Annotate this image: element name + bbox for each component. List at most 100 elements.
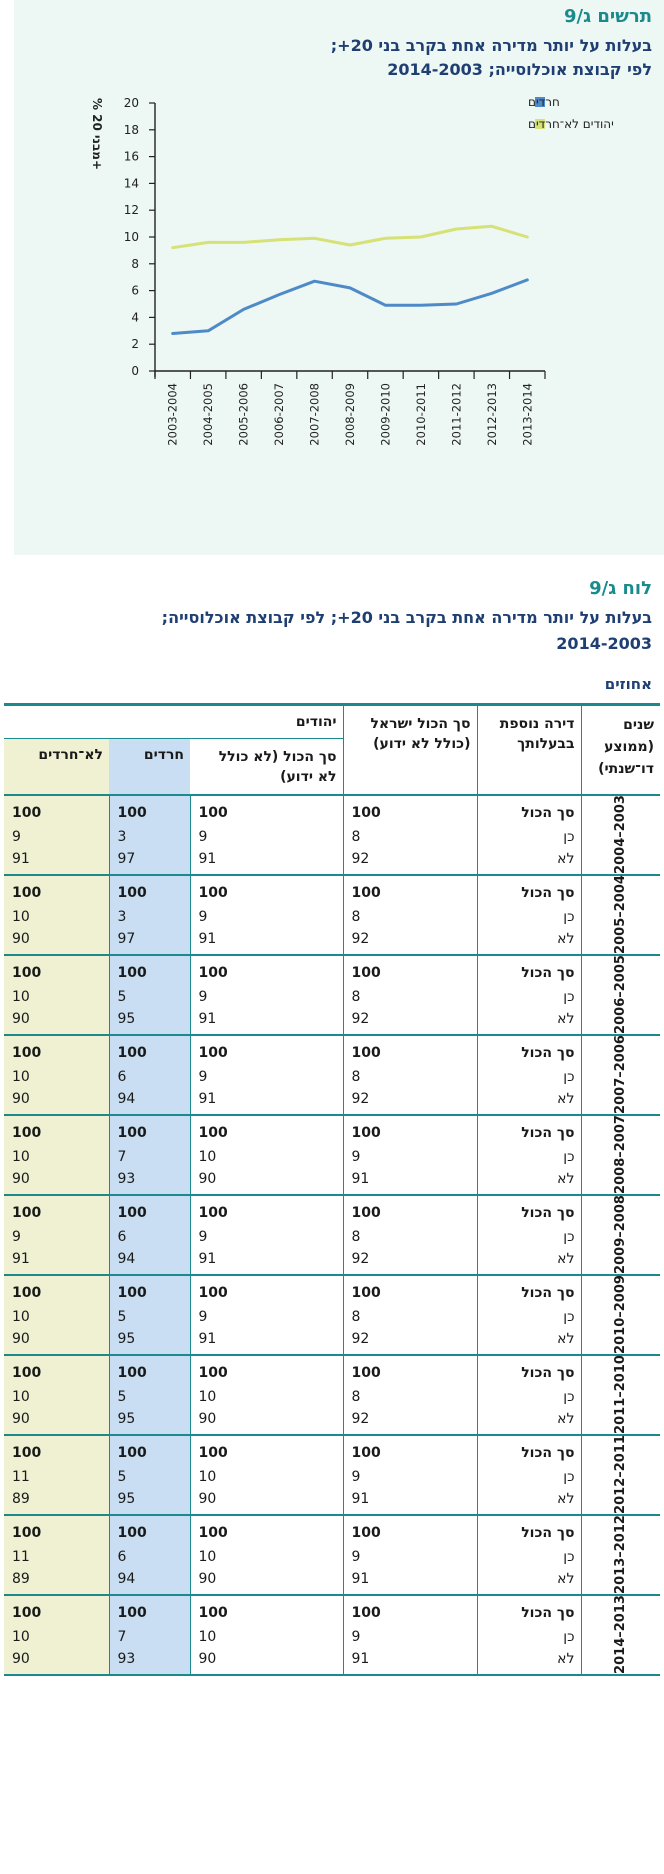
jews-total-value: 91 (189, 1249, 343, 1276)
non-haredim-value: 90 (4, 929, 109, 956)
jews-total-value: 91 (189, 849, 343, 876)
legend-label-0: חרדים (528, 95, 560, 109)
x-tick-label: 2003-2004 (166, 383, 180, 446)
table-row: לא 92 91 97 91 (4, 849, 660, 876)
table-row: לא 92 91 95 90 (4, 1329, 660, 1356)
non-haredim-value: 100 (4, 1273, 109, 1305)
table-row: 2009–2010 סך הכול 100 100 100 100 (4, 1273, 660, 1356)
haredim-value: 5 (108, 984, 190, 1010)
israel-value: 100 (342, 1353, 477, 1385)
jews-total-value: 100 (189, 1273, 343, 1305)
legend-swatch-0 (535, 97, 545, 107)
israel-value: 9 (342, 1624, 477, 1650)
non-haredim-value: 90 (4, 1329, 109, 1356)
table-row: כן 9 10 6 11 (4, 1544, 660, 1570)
haredim-value: 5 (108, 1304, 190, 1330)
haredim-value: 100 (108, 793, 190, 825)
row-label: סך הכול (476, 1193, 581, 1225)
row-label: לא (476, 1649, 581, 1676)
non-haredim-value: 11 (4, 1464, 109, 1490)
header-jews-total: סך הכול (לא כולל לא ידוע) (218, 749, 337, 785)
year-range-label: 2005–2006 (613, 955, 629, 1034)
haredim-value: 97 (108, 929, 190, 956)
jews-total-value: 100 (189, 793, 343, 825)
year-range-cell: 2004–2005 (580, 873, 660, 956)
row-label: כן (476, 1464, 581, 1490)
jews-total-value: 100 (189, 1033, 343, 1065)
israel-value: 91 (342, 1649, 477, 1676)
x-tick-label: 2007-2008 (308, 383, 322, 446)
non-haredim-value: 10 (4, 1144, 109, 1170)
jews-total-value: 9 (189, 1224, 343, 1250)
israel-value: 100 (342, 1513, 477, 1545)
jews-total-value: 90 (189, 1489, 343, 1516)
haredim-value: 93 (108, 1169, 190, 1196)
jews-total-value: 91 (189, 1089, 343, 1116)
year-range-label: 2006–2007 (613, 1035, 629, 1114)
x-tick-label: 2013-2014 (520, 383, 534, 446)
jews-total-value: 100 (189, 1193, 343, 1225)
haredim-value: 95 (108, 1409, 190, 1436)
figure-title-line1: בעלות על יותר מדירה אחת בקרב בני 20+; (330, 36, 652, 55)
non-haredim-value: 100 (4, 1593, 109, 1625)
row-label: לא (476, 1329, 581, 1356)
table-row: לא 92 91 94 90 (4, 1089, 660, 1116)
row-label: לא (476, 1569, 581, 1596)
non-haredim-value: 9 (4, 1224, 109, 1250)
row-label: לא (476, 1409, 581, 1436)
year-range-label: 2013–2014 (613, 1595, 629, 1674)
non-haredim-value: 100 (4, 1353, 109, 1385)
non-haredim-value: 90 (4, 1009, 109, 1036)
table-row: 2012–2013 סך הכול 100 100 100 100 (4, 1513, 660, 1596)
table-row: כן 8 9 6 9 (4, 1224, 660, 1250)
y-tick-label: 12 (124, 203, 139, 217)
jews-total-value: 100 (189, 953, 343, 985)
non-haredim-value: 100 (4, 1433, 109, 1465)
jews-total-value: 10 (189, 1384, 343, 1410)
haredim-value: 6 (108, 1544, 190, 1570)
haredim-value: 100 (108, 1113, 190, 1145)
row-label: כן (476, 1544, 581, 1570)
x-tick-label: 2010-2011 (414, 383, 428, 446)
haredim-value: 6 (108, 1064, 190, 1090)
year-range-cell: 2010–2011 (580, 1353, 660, 1436)
row-label: כן (476, 984, 581, 1010)
year-range-cell: 2007–2008 (580, 1113, 660, 1196)
israel-value: 100 (342, 1593, 477, 1625)
row-label: סך הכול (476, 1513, 581, 1545)
y-tick-label: 0 (131, 364, 139, 378)
israel-value: 100 (342, 1273, 477, 1305)
jews-total-value: 91 (189, 1329, 343, 1356)
table-title-line1: בעלות על יותר מדירה אחת בקרב בני 20+; לפ… (161, 608, 652, 627)
haredim-value: 7 (108, 1144, 190, 1170)
row-label: כן (476, 1384, 581, 1410)
non-haredim-value: 100 (4, 1113, 109, 1145)
jews-total-value: 90 (189, 1409, 343, 1436)
israel-value: 92 (342, 1409, 477, 1436)
header-non-haredim: לא־חרדים (4, 738, 109, 795)
non-haredim-value: 10 (4, 1064, 109, 1090)
table-row: לא 92 91 97 90 (4, 929, 660, 956)
data-table-wrapper: שנים (ממוצע דו־שנתי) דירה נוספת בבעלותך … (4, 703, 660, 1676)
table-row: כן 8 9 5 10 (4, 1304, 660, 1330)
table-row: לא 91 90 95 89 (4, 1489, 660, 1516)
haredim-value: 5 (108, 1464, 190, 1490)
row-label: כן (476, 1144, 581, 1170)
x-tick-label: 2006-2007 (272, 383, 286, 446)
data-table: שנים (ממוצע דו־שנתי) דירה נוספת בבעלותך … (4, 703, 660, 1676)
table-row: כן 8 9 3 10 (4, 904, 660, 930)
haredim-value: 94 (108, 1569, 190, 1596)
non-haredim-value: 100 (4, 953, 109, 985)
table-row: 2008–2009 סך הכול 100 100 100 100 (4, 1193, 660, 1276)
row-label: לא (476, 1009, 581, 1036)
year-range-cell: 2009–2010 (580, 1273, 660, 1356)
non-haredim-value: 91 (4, 1249, 109, 1276)
non-haredim-value: 10 (4, 1624, 109, 1650)
israel-value: 9 (342, 1544, 477, 1570)
israel-value: 9 (342, 1464, 477, 1490)
table-row: לא 92 91 94 91 (4, 1249, 660, 1276)
table-row: 2011–2012 סך הכול 100 100 100 100 (4, 1433, 660, 1516)
row-label: סך הכול (476, 793, 581, 825)
non-haredim-value: 90 (4, 1409, 109, 1436)
jews-total-value: 90 (189, 1169, 343, 1196)
